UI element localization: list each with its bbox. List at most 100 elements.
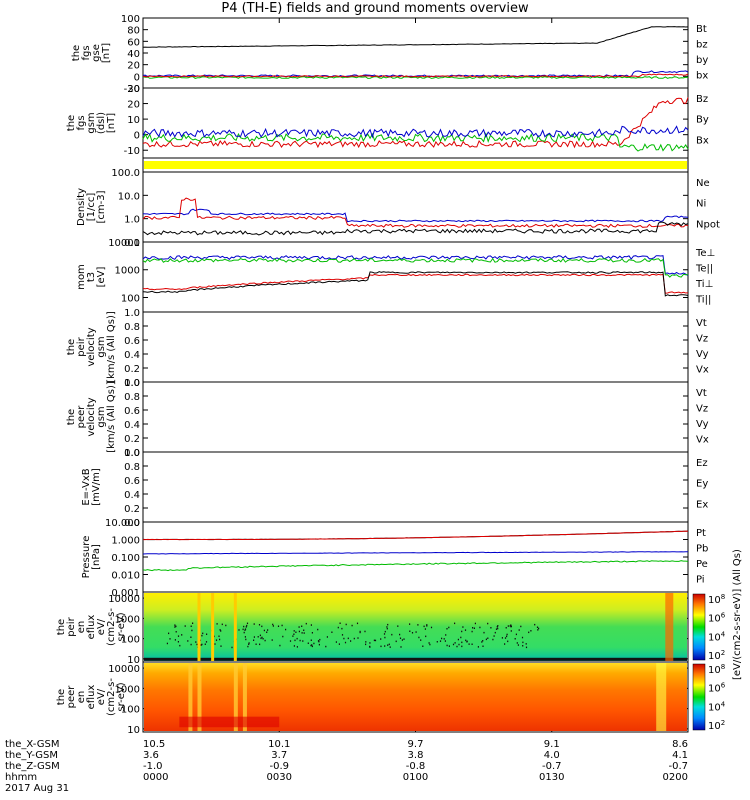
- spectrogram-pixel: [258, 624, 261, 626]
- series-te-par: [142, 271, 689, 297]
- y-axis-label-line: t3: [86, 272, 97, 282]
- y-tick-label: 0.6: [124, 476, 140, 487]
- spectrogram-stripe: [656, 663, 667, 731]
- y-axis-label-line: eV/: [96, 688, 107, 705]
- spectrogram-pixel: [295, 631, 297, 633]
- series-bt: [142, 26, 689, 48]
- spectrogram-pixel: [261, 636, 263, 639]
- y-tick-label: 0.8: [124, 462, 140, 473]
- spectrogram-pixel: [174, 639, 176, 641]
- y-axis-label-peer_spec: the peer en eflux eV/(cm2-s-sr-eV): [56, 678, 127, 716]
- colorbar-tick-label: 108: [708, 663, 725, 676]
- spectrogram-stripe: [211, 593, 215, 661]
- spectrogram-pixel: [384, 636, 386, 639]
- spectrogram-pixel: [481, 641, 483, 643]
- y-tick-label: 100.0: [111, 168, 140, 179]
- colorbar-tick-label: 106: [708, 612, 726, 625]
- y-axis-label-line: mom: [76, 264, 87, 290]
- legend-peer_vel-vz: Vz: [696, 404, 708, 415]
- spectrogram-pixel: [296, 637, 298, 640]
- spectrogram-pixel: [525, 646, 528, 649]
- y-tick-label: 1000: [115, 684, 140, 695]
- spectrogram-pixel: [387, 644, 389, 646]
- y-tick-label: 1000: [115, 266, 140, 277]
- legend-pressure-pi: Pi: [696, 575, 705, 586]
- y-axis-label-line: (cm2-s-: [106, 678, 117, 716]
- y-axis-label-line: (cm2-s-: [106, 608, 117, 646]
- panel-frame-fgs_gsm: [142, 87, 689, 159]
- spectrogram-pixel: [311, 645, 313, 648]
- legend-fgs_gsm-by: By: [696, 115, 709, 126]
- spectrogram-pixel: [179, 644, 181, 647]
- spectrogram-pixel: [436, 641, 438, 643]
- legend-fgs_gse-bt: Bt: [696, 24, 707, 35]
- spectrogram-pixel: [506, 635, 508, 638]
- ephemeris-value: 9.1: [544, 739, 560, 750]
- y-axis-label-fgs_gse: the fgs gse [nT]: [71, 43, 112, 63]
- spectrogram-pixel: [507, 625, 509, 627]
- y-tick-label: 10000: [108, 594, 140, 605]
- spectrogram-pixel: [174, 624, 176, 626]
- spectrogram-pixel: [415, 631, 417, 633]
- legend-fgs_gsm-bz: Bz: [696, 94, 708, 105]
- spectrogram-stripe: [242, 663, 247, 731]
- y-tick-label: 40: [127, 49, 140, 60]
- spectrogram-pixel: [477, 646, 479, 648]
- spectrogram-lowband: [144, 657, 687, 661]
- spectrogram-pixel: [505, 627, 507, 629]
- colorbar-peir_spec: [692, 593, 706, 661]
- spectrogram-pixel: [494, 631, 496, 634]
- spectrogram-pixel: [298, 626, 300, 628]
- spectrogram-pixel: [318, 643, 320, 646]
- spectrogram-pixel: [206, 633, 208, 635]
- spectrogram-pixel: [257, 636, 259, 638]
- y-axis-label-line: peir: [76, 336, 87, 356]
- y-tick-label: 0.6: [124, 336, 140, 347]
- spectrogram-pixel: [397, 625, 399, 627]
- spectrogram-pixel: [452, 643, 455, 646]
- spectrogram-pixel: [253, 623, 255, 625]
- spectrogram-pixel: [538, 627, 540, 630]
- y-axis-label-line: velocity: [86, 327, 97, 366]
- panel-frame-density: [142, 171, 689, 243]
- spectrogram-pixel: [359, 631, 361, 634]
- y-axis-label-line: [eV]: [96, 267, 107, 288]
- colorbar-peer_spec: [692, 663, 706, 731]
- spectrogram-pixel: [343, 637, 345, 640]
- spectrogram-pixel: [391, 633, 393, 636]
- legend-temp-ti||: Ti||: [695, 295, 711, 306]
- ephemeris-value: -0.7: [542, 761, 562, 772]
- ephemeris-label-1: the_Y-GSM: [5, 750, 58, 761]
- y-axis-label-line: fgs: [76, 115, 87, 130]
- y-axis-label-line: eV/: [96, 618, 107, 635]
- spectrogram-pixel: [445, 634, 447, 636]
- ephemeris-value: 0000: [143, 772, 168, 783]
- spectrogram-pixel: [221, 623, 223, 626]
- spectrogram-pixel: [215, 639, 218, 641]
- spectrogram-pixel: [487, 622, 489, 625]
- spectrogram-pixel: [426, 625, 428, 627]
- series-pe: [142, 560, 689, 572]
- spectrogram-pixel: [231, 646, 233, 649]
- spectrogram-pixel: [485, 638, 487, 641]
- panel-frame-peer_vel: [142, 381, 689, 453]
- ephemeris-value: 0030: [267, 772, 292, 783]
- spectrogram-pixel: [521, 636, 524, 639]
- y-tick-label: 60: [127, 37, 140, 48]
- spectrogram-pixel: [259, 643, 261, 646]
- spectrogram-pixel: [294, 639, 296, 642]
- ephemeris-value: 10.1: [268, 739, 290, 750]
- spectrogram-pixel: [424, 628, 426, 630]
- panel-frame-pressure: [142, 521, 689, 593]
- spectrogram-pixel: [428, 642, 430, 644]
- spectrogram-pixel: [282, 635, 284, 638]
- spectrogram-pixel: [520, 625, 522, 628]
- colorbar-tick-label: 104: [708, 630, 726, 643]
- spectrogram-pixel: [245, 626, 247, 628]
- y-tick-label: 1.0: [124, 308, 140, 319]
- y-axis-label-peir_vel: the peir velocity gsm [km/s (All Qs)]: [66, 311, 117, 383]
- spectrogram-pixel: [279, 644, 281, 647]
- y-tick-label: 0.4: [124, 420, 140, 431]
- spectrogram-pixel: [374, 639, 377, 642]
- spectrogram-pixel: [305, 622, 307, 625]
